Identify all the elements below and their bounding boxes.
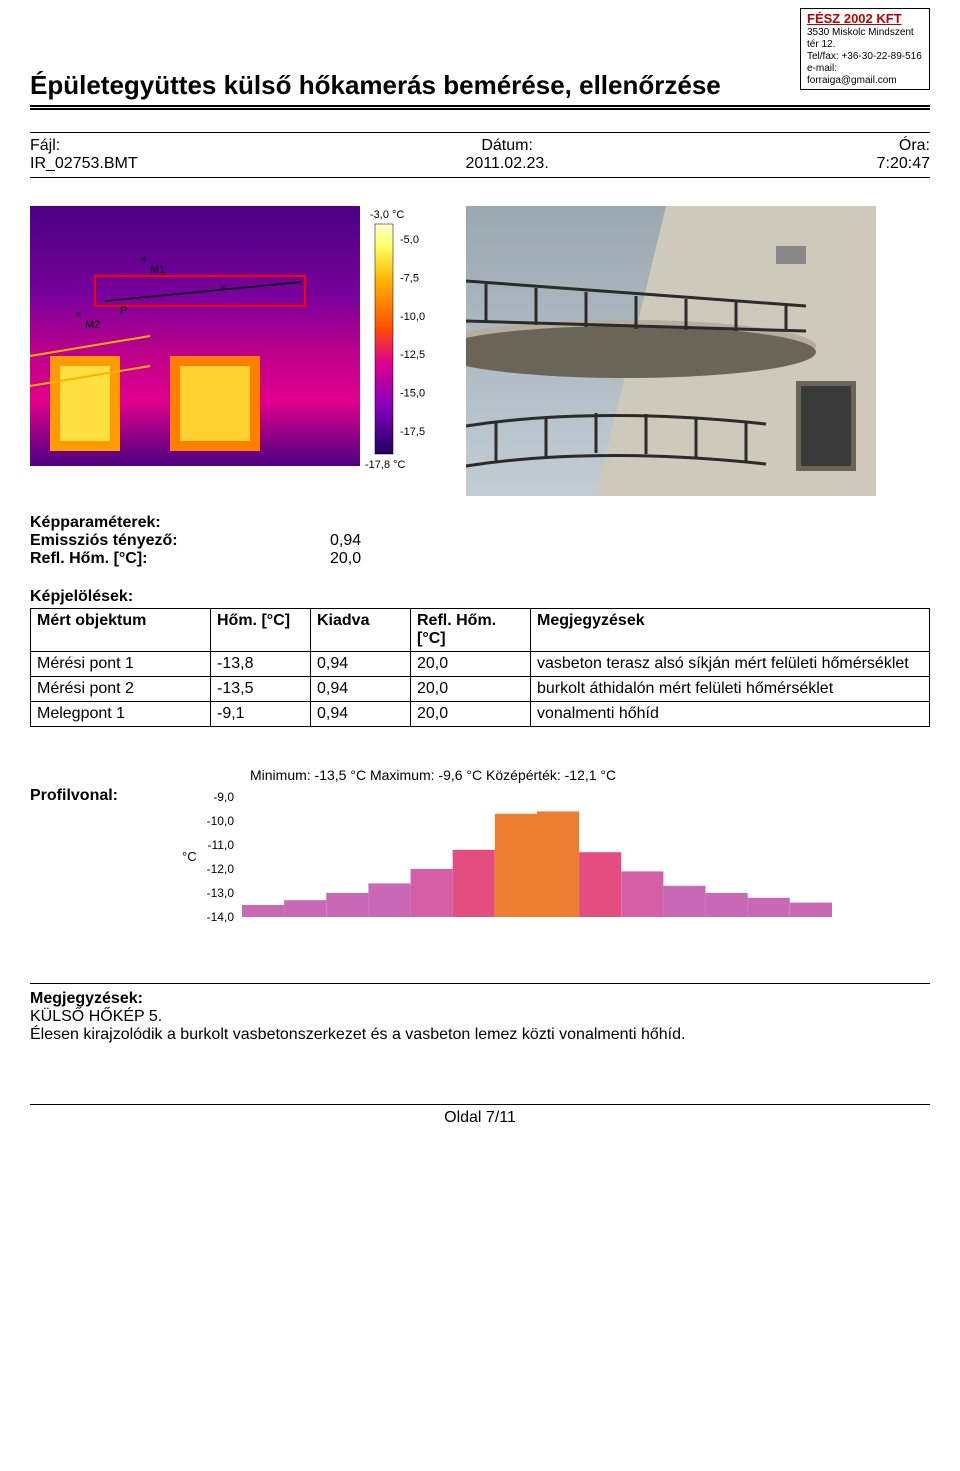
meta-time-label: Óra: (877, 137, 930, 155)
company-phone: Tel/fax: +36-30-22-89-516 (807, 51, 923, 63)
svg-text:-11,0: -11,0 (208, 838, 235, 852)
svg-text:-13,0: -13,0 (207, 886, 235, 900)
profile-bar (242, 905, 284, 917)
profile-bar (790, 903, 832, 917)
notes-line2: Élesen kirajzolódik a burkolt vasbetonsz… (30, 1026, 930, 1044)
company-info-box: FÉSZ 2002 KFT 3530 Miskolc Mindszent tér… (800, 8, 930, 90)
table-cell: 20,0 (411, 702, 531, 727)
table-cell: -9,1 (211, 702, 311, 727)
table-cell: vasbeton terasz alsó síkján mért felület… (531, 652, 930, 677)
profile-chart: Minimum: -13,5 °C Maximum: -9,6 °C Közép… (170, 767, 930, 933)
profile-bar (368, 883, 410, 917)
svg-text:-7,5: -7,5 (400, 273, 419, 285)
marker-p: P (120, 305, 127, 317)
annot-header: Megjegyzések (531, 609, 930, 652)
scale-bottom: -17,8 °C (365, 459, 406, 471)
page-title: Épületegyüttes külső hőkamerás bemérése,… (30, 70, 930, 107)
annot-header: Hőm. [°C] (211, 609, 311, 652)
svg-text:×: × (75, 309, 81, 321)
param-label: Refl. Hőm. [°C]: (30, 550, 330, 568)
svg-text:°C: °C (182, 849, 197, 864)
image-parameters: Képparaméterek: Emissziós tényező:0,94Re… (30, 514, 930, 568)
annotations-table: Mért objektumHőm. [°C]KiadvaRefl. Hőm. [… (30, 608, 930, 727)
page-footer: Oldal 7/11 (30, 1104, 930, 1127)
table-cell: Mérési pont 1 (31, 652, 211, 677)
table-cell: burkolt áthidalón mért felületi hőmérsék… (531, 677, 930, 702)
annot-header: Kiadva (311, 609, 411, 652)
company-address: 3530 Miskolc Mindszent tér 12. (807, 27, 923, 51)
profile-caption: Minimum: -13,5 °C Maximum: -9,6 °C Közép… (250, 767, 930, 783)
annotations-label: Képjelölések: (30, 588, 930, 606)
meta-file: Fájl: IR_02753.BMT (30, 137, 138, 173)
notes-header: Megjegyzések: (30, 990, 930, 1008)
table-cell: Melegpont 1 (31, 702, 211, 727)
notes-section: Megjegyzések: KÜLSŐ HŐKÉP 5. Élesen kira… (30, 983, 930, 1044)
company-name: FÉSZ 2002 KFT (807, 11, 923, 27)
table-cell: 0,94 (311, 677, 411, 702)
meta-date-label: Dátum: (465, 137, 548, 155)
table-cell: -13,5 (211, 677, 311, 702)
meta-time: Óra: 7:20:47 (877, 137, 930, 173)
meta-file-value: IR_02753.BMT (30, 155, 138, 173)
meta-file-label: Fájl: (30, 137, 138, 155)
svg-text:-15,0: -15,0 (400, 388, 425, 400)
profile-bar (411, 869, 453, 917)
profile-bar (284, 900, 326, 917)
param-value: 20,0 (330, 550, 361, 568)
title-underline (30, 108, 930, 110)
meta-date: Dátum: 2011.02.23. (465, 137, 548, 173)
meta-date-value: 2011.02.23. (465, 155, 548, 173)
marker-m1: M1 (150, 264, 165, 276)
profile-bar (579, 852, 621, 917)
image-row: × M1 × × M2 P -5,0 -7,5 -10,0 -12,5 -15,0 -17… (30, 206, 930, 496)
profile-bar (453, 850, 495, 917)
svg-text:-17,5: -17,5 (400, 426, 425, 438)
params-header: Képparaméterek: (30, 514, 930, 532)
param-label: Emissziós tényező: (30, 532, 330, 550)
table-cell: 0,94 (311, 652, 411, 677)
svg-text:-14,0: -14,0 (207, 910, 235, 924)
scale-top: -3,0 °C (370, 209, 404, 221)
meta-row: Fájl: IR_02753.BMT Dátum: 2011.02.23. Ór… (30, 132, 930, 178)
profile-bar (663, 886, 705, 917)
svg-text:-9,0: -9,0 (213, 790, 234, 804)
notes-line1: KÜLSŐ HŐKÉP 5. (30, 1008, 930, 1026)
table-row: Mérési pont 1-13,80,9420,0vasbeton teras… (31, 652, 930, 677)
profile-bar (537, 811, 579, 917)
company-email: e-mail: forraiga@gmail.com (807, 63, 923, 87)
table-cell: 0,94 (311, 702, 411, 727)
table-cell: 20,0 (411, 677, 531, 702)
svg-text:×: × (140, 254, 146, 266)
svg-text:-10,0: -10,0 (400, 311, 425, 323)
thermal-image: × M1 × × M2 P -5,0 -7,5 -10,0 -12,5 -15,0 -17… (30, 206, 450, 496)
table-cell: -13,8 (211, 652, 311, 677)
svg-text:-12,5: -12,5 (400, 349, 425, 361)
profile-bar (748, 898, 790, 917)
svg-text:-10,0: -10,0 (207, 814, 235, 828)
profile-bar (495, 814, 537, 917)
profile-bar (326, 893, 368, 917)
profile-label: Profilvonal: (30, 767, 150, 805)
meta-time-value: 7:20:47 (877, 155, 930, 173)
table-row: Mérési pont 2-13,50,9420,0burkolt áthida… (31, 677, 930, 702)
svg-text:-5,0: -5,0 (400, 234, 419, 246)
profile-section: Profilvonal: Minimum: -13,5 °C Maximum: … (30, 767, 930, 933)
param-value: 0,94 (330, 532, 361, 550)
profile-bar (706, 893, 748, 917)
marker-m2: M2 (85, 319, 100, 331)
table-cell: vonalmenti hőhíd (531, 702, 930, 727)
table-row: Melegpont 1-9,10,9420,0vonalmenti hőhíd (31, 702, 930, 727)
profile-bar (621, 871, 663, 917)
svg-text:×: × (220, 282, 226, 294)
svg-text:-12,0: -12,0 (207, 862, 235, 876)
table-cell: 20,0 (411, 652, 531, 677)
table-cell: Mérési pont 2 (31, 677, 211, 702)
annot-header: Refl. Hőm. [°C] (411, 609, 531, 652)
visible-photo (466, 206, 876, 496)
annot-header: Mért objektum (31, 609, 211, 652)
